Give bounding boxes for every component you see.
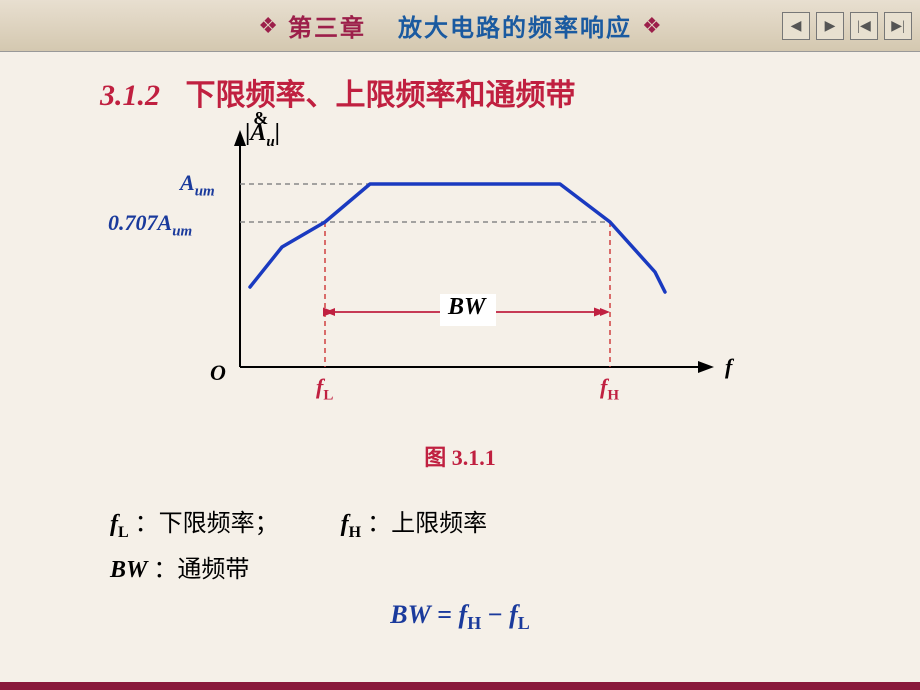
- fl-label: fL: [316, 374, 333, 404]
- 0707aum-label: 0.707Aum: [108, 210, 192, 240]
- section-title: 3.1.2 下限频率、上限频率和通频带: [100, 70, 880, 114]
- bw-label: BW: [448, 294, 485, 321]
- def-row-1: fL ：下限频率； fH ：上限频率: [110, 502, 880, 548]
- bw-formula: BW = fH − fL: [40, 600, 880, 634]
- fl-text: ：下限频率；: [135, 511, 279, 537]
- deco-right-icon: ❖: [642, 13, 662, 39]
- deco-left-icon: ❖: [258, 13, 278, 39]
- bw-sym: BW: [110, 557, 147, 583]
- chapter-subtitle-text: 放大电路的频率响应: [398, 16, 632, 42]
- figure-caption: 图 3.1.1: [40, 440, 880, 472]
- frequency-response-chart: |&Au| Aum 0.707Aum O f fL fH BW: [110, 122, 810, 422]
- response-curve: [250, 184, 665, 292]
- y-axis-label: |&Au|: [245, 120, 280, 151]
- chapter-label: 第三章: [288, 16, 366, 42]
- fh-sym: fH: [341, 511, 361, 537]
- header-bar: ❖ 第三章 放大电路的频率响应 ❖ ◀ ▶ |◀ ▶|: [0, 0, 920, 52]
- bw-arrow-left-head: [325, 308, 335, 316]
- definitions: fL ：下限频率； fH ：上限频率 BW ：通频带: [110, 502, 880, 594]
- next-button[interactable]: ▶: [816, 12, 844, 40]
- section-text: 下限频率、上限频率和通频带: [186, 79, 576, 112]
- content-area: 3.1.2 下限频率、上限频率和通频带: [0, 52, 920, 644]
- fh-label: fH: [600, 374, 619, 404]
- fh-text: ：上限频率: [367, 511, 487, 537]
- def-row-2: BW ：通频带: [110, 548, 880, 594]
- section-number: 3.1.2: [100, 79, 160, 112]
- bw-arrow-right-head: [600, 308, 610, 316]
- last-button[interactable]: ▶|: [884, 12, 912, 40]
- nav-arrows: ◀ ▶ |◀ ▶|: [782, 12, 912, 40]
- bottom-stripe: [0, 682, 920, 690]
- header-title: 第三章 放大电路的频率响应: [288, 8, 632, 43]
- aum-label: Aum: [180, 170, 215, 200]
- origin-label: O: [210, 360, 226, 386]
- bw-text: ：通频带: [153, 557, 249, 583]
- fl-sym: fL: [110, 511, 129, 537]
- first-button[interactable]: |◀: [850, 12, 878, 40]
- chapter-subtitle: [374, 16, 390, 42]
- prev-button[interactable]: ◀: [782, 12, 810, 40]
- x-axis-label: f: [725, 354, 732, 380]
